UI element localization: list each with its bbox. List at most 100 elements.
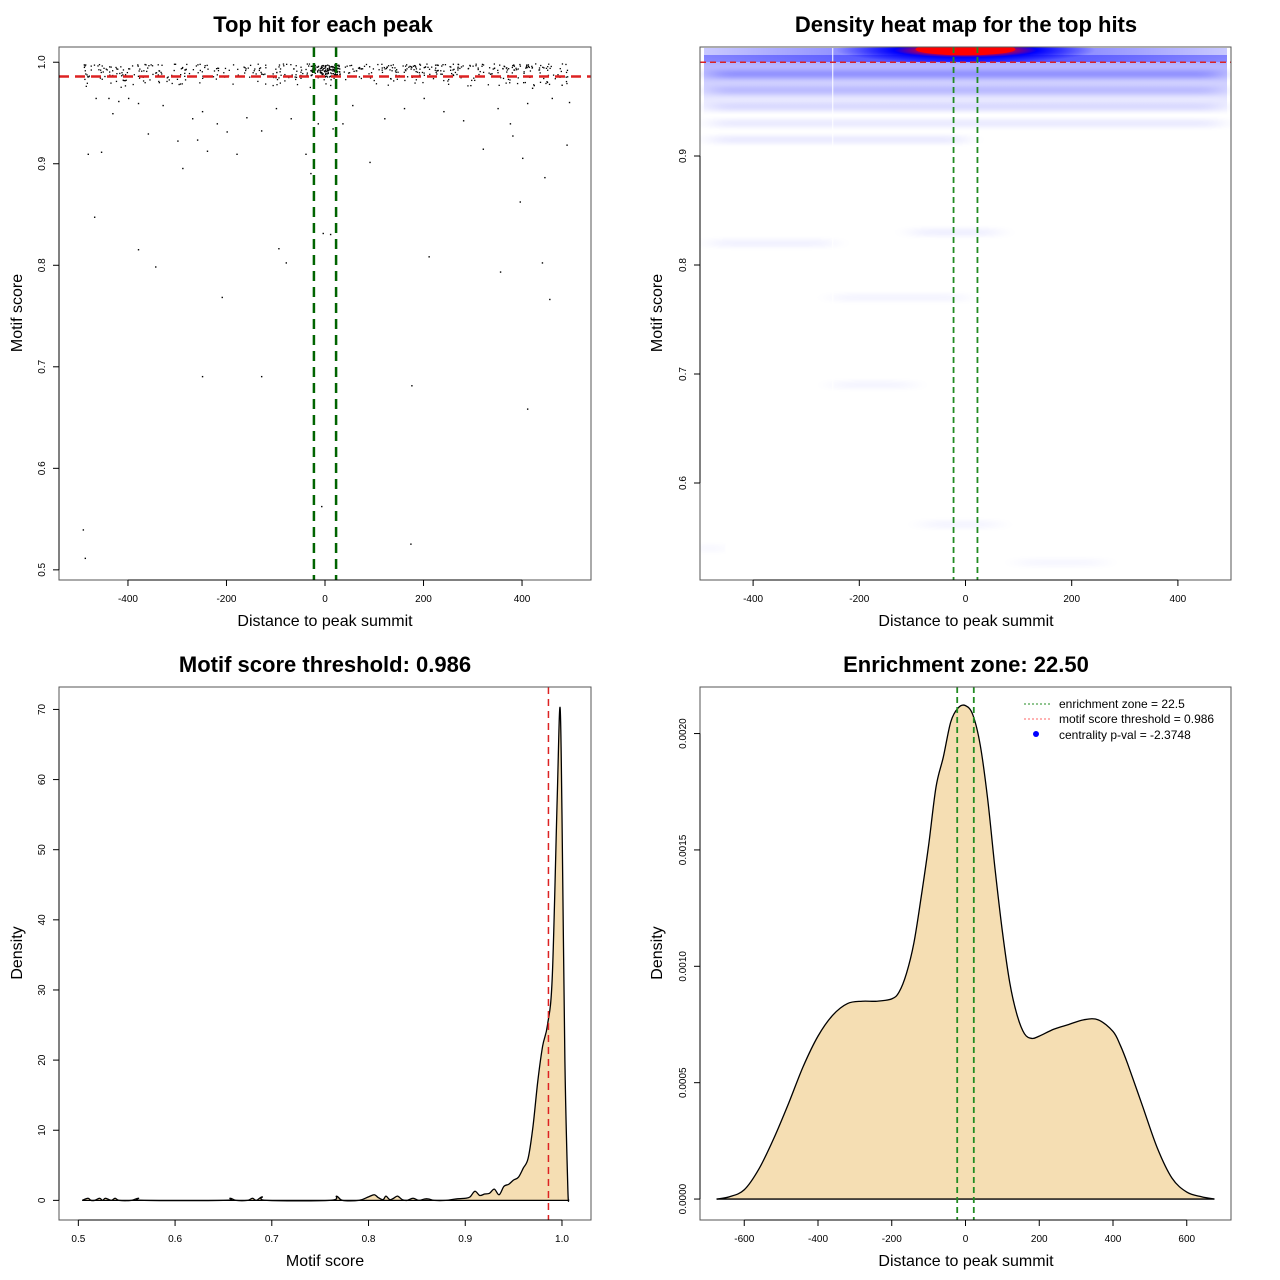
- data-point: [419, 68, 421, 70]
- data-point: [86, 74, 88, 76]
- data-point: [565, 71, 568, 74]
- data-point: [460, 77, 462, 79]
- data-point: [535, 63, 537, 65]
- data-point: [330, 79, 332, 81]
- data-point: [423, 72, 425, 74]
- data-point: [449, 69, 452, 71]
- data-point: [396, 78, 398, 80]
- scatter-points: [82, 63, 571, 560]
- data-point: [448, 78, 450, 81]
- data-point: [423, 67, 425, 69]
- data-point: [99, 69, 102, 71]
- data-point: [324, 69, 327, 71]
- distance-y-tick-label: 0.0015: [678, 834, 689, 865]
- data-point: [525, 66, 528, 68]
- data-point: [291, 74, 293, 76]
- data-point: [166, 80, 168, 83]
- heatmap-density-band: [1019, 559, 1104, 567]
- data-point: [357, 67, 360, 69]
- data-point: [526, 65, 528, 67]
- distance-zone-lines: [956, 687, 975, 1220]
- data-point: [481, 65, 483, 67]
- data-point: [319, 68, 322, 70]
- data-point: [443, 70, 445, 72]
- data-point: [509, 79, 511, 81]
- data-point: [323, 70, 326, 72]
- data-point: [325, 83, 327, 85]
- data-point: [397, 71, 399, 73]
- data-point: [516, 82, 519, 85]
- data-point: [320, 66, 323, 68]
- data-point: [149, 79, 151, 81]
- data-point: [161, 64, 163, 66]
- score-density-area-fill: [82, 707, 569, 1202]
- data-point: [422, 81, 424, 84]
- data-point: [137, 75, 140, 77]
- data-point: [101, 78, 103, 80]
- data-point: [119, 72, 121, 75]
- data-point: [290, 118, 292, 120]
- data-point: [491, 73, 493, 75]
- data-point: [436, 64, 438, 66]
- data-point: [326, 75, 328, 77]
- data-point: [377, 63, 379, 66]
- data-point: [339, 73, 341, 76]
- data-point: [369, 161, 371, 164]
- data-point: [369, 66, 371, 68]
- data-point: [90, 69, 92, 71]
- data-point: [88, 75, 91, 77]
- data-point: [415, 68, 418, 70]
- data-point: [285, 262, 287, 264]
- data-point: [112, 70, 114, 72]
- data-point: [118, 100, 120, 103]
- data-point: [441, 73, 443, 75]
- data-point: [106, 69, 108, 71]
- data-point: [435, 71, 437, 74]
- data-point: [148, 65, 150, 67]
- data-point: [330, 65, 333, 68]
- data-point: [317, 70, 319, 72]
- data-point: [527, 65, 530, 68]
- data-point: [565, 76, 567, 78]
- data-point: [436, 73, 438, 75]
- data-point: [184, 75, 186, 78]
- data-point: [440, 73, 442, 75]
- data-point: [513, 64, 515, 66]
- data-point: [482, 148, 485, 150]
- data-point: [290, 64, 292, 66]
- data-point: [343, 71, 345, 73]
- data-point: [262, 73, 265, 76]
- data-point: [278, 77, 280, 79]
- score-y-tick-label: 20: [37, 1054, 48, 1066]
- data-point: [511, 72, 513, 74]
- data-point: [419, 64, 422, 66]
- data-point: [116, 73, 118, 75]
- data-point: [347, 72, 350, 74]
- data-point: [548, 63, 550, 65]
- data-point: [426, 63, 428, 65]
- distance-y-tick-label: 0.0000: [678, 1183, 689, 1214]
- data-point: [526, 64, 528, 66]
- data-point: [326, 70, 328, 73]
- data-point: [102, 71, 104, 73]
- data-point: [361, 68, 363, 70]
- data-point: [462, 120, 465, 122]
- data-point: [344, 66, 347, 68]
- data-point: [526, 408, 529, 410]
- data-point: [411, 66, 413, 69]
- scatter-y-tick-label: 0.5: [37, 562, 48, 576]
- distance-x-tick-label: 0: [963, 1234, 969, 1245]
- heatmap-y-tick-label: 0.9: [678, 149, 689, 163]
- data-point: [83, 66, 86, 69]
- data-point: [147, 133, 150, 135]
- data-point: [423, 97, 425, 100]
- data-point: [323, 67, 325, 69]
- data-point: [320, 67, 322, 69]
- data-point: [320, 72, 322, 74]
- data-point: [406, 76, 409, 78]
- data-point: [124, 74, 127, 76]
- data-point: [122, 69, 125, 71]
- data-point: [492, 68, 494, 70]
- distance-density-curve: [716, 704, 1215, 1200]
- data-point: [310, 74, 312, 77]
